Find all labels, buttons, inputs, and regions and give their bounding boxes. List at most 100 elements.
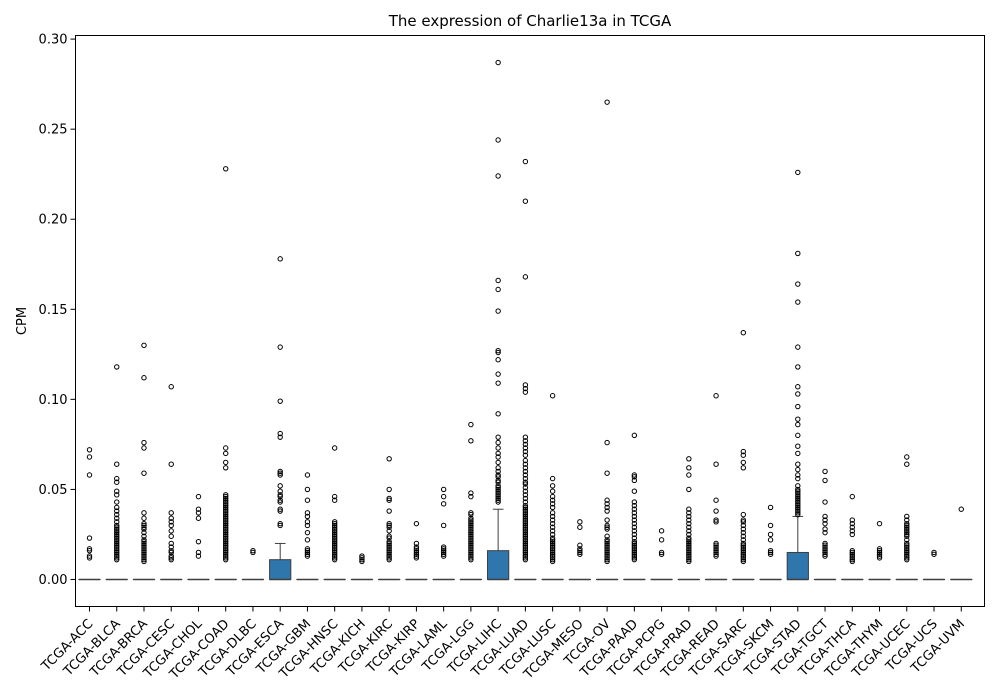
outlier-point [549, 537, 556, 543]
outlier-point [713, 551, 719, 557]
outlier-point [141, 510, 147, 516]
outlier-point [904, 533, 910, 539]
outlier-point [495, 380, 501, 386]
outlier-point [604, 99, 610, 105]
outlier-point [767, 551, 774, 557]
outlier-point [168, 544, 174, 550]
outlier-point [795, 461, 801, 467]
outlier-point [277, 483, 283, 489]
outlier-point [468, 546, 474, 552]
outlier-point [904, 542, 910, 548]
outlier-point [522, 538, 529, 545]
outlier-point [141, 542, 147, 548]
outlier-point [604, 533, 610, 539]
outlier-point [277, 472, 283, 478]
outlier-point [223, 495, 229, 502]
outlier-point [114, 511, 120, 518]
outlier-point [795, 504, 801, 511]
plot-area: 0.000.050.100.150.200.250.30TCGA-ACCTCGA… [38, 33, 973, 683]
outlier-point [876, 549, 883, 556]
outlier-point [740, 549, 747, 556]
outlier-point [740, 448, 747, 455]
outlier-point [658, 551, 665, 557]
outlier-point [795, 403, 801, 410]
outlier-point [904, 520, 910, 527]
outlier-point [904, 537, 910, 543]
outlier-point [141, 551, 147, 557]
outlier-point [931, 551, 937, 557]
outlier-point [795, 432, 801, 439]
outlier-point [522, 537, 529, 543]
outlier-point [386, 508, 392, 514]
outlier-point [522, 528, 529, 534]
outlier-point [522, 472, 529, 478]
outlier-point [522, 198, 529, 204]
outlier-point [440, 549, 447, 556]
outlier-point [604, 551, 610, 557]
outlier-point [522, 495, 529, 502]
outlier-point [223, 546, 229, 552]
outlier-point [141, 524, 147, 530]
outlier-point [549, 497, 556, 503]
outlier-point [631, 472, 638, 478]
outlier-point [631, 520, 638, 527]
outlier-point [495, 137, 501, 143]
outlier-point [686, 547, 692, 554]
outlier-point [386, 549, 392, 556]
outlier-point [549, 556, 556, 563]
outlier-point [114, 461, 120, 467]
outlier-point [904, 513, 910, 520]
outlier-point [359, 555, 365, 561]
outlier-point [495, 286, 501, 293]
outlier-point [495, 434, 501, 440]
outlier-point [713, 461, 719, 467]
outlier-point [795, 391, 801, 397]
outlier-point [631, 542, 638, 548]
outlier-point [522, 508, 529, 514]
outlier-point [631, 499, 638, 505]
outlier-point [631, 506, 638, 512]
outlier-point [713, 553, 719, 559]
outlier-point [822, 468, 828, 475]
y-tick-label: 0.15 [39, 303, 68, 318]
outlier-point [141, 537, 147, 543]
outlier-point [86, 472, 93, 478]
outlier-point [522, 555, 529, 561]
outlier-point [168, 515, 174, 521]
outlier-point [304, 513, 311, 520]
outlier-point [277, 470, 283, 476]
outlier-point [168, 461, 174, 467]
outlier-point [822, 553, 828, 559]
outlier-point [740, 452, 747, 458]
outlier-point [549, 513, 556, 520]
outlier-point [522, 546, 529, 552]
outlier-point [141, 546, 147, 552]
outlier-point [604, 504, 610, 511]
outlier-point [495, 459, 501, 466]
outlier-point [658, 528, 665, 534]
outlier-point [386, 456, 392, 462]
outlier-point [522, 158, 529, 165]
outlier-point [304, 497, 311, 503]
outlier-point [331, 533, 338, 539]
outlier-point [468, 421, 474, 428]
outlier-point [331, 522, 338, 529]
outlier-point [795, 344, 801, 350]
outlier-point [795, 466, 801, 473]
outlier-point [795, 443, 801, 449]
outlier-point [304, 551, 311, 557]
outlier-point [522, 531, 529, 538]
outlier-point [223, 540, 229, 547]
outlier-point [141, 375, 147, 381]
outlier-point [686, 549, 692, 556]
outlier-point [468, 540, 474, 547]
outlier-point [522, 524, 529, 530]
outlier-point [440, 551, 447, 557]
outlier-point [686, 558, 692, 565]
outlier-point [223, 542, 229, 548]
outlier-point [468, 490, 474, 496]
outlier-point [849, 556, 855, 563]
outlier-point [141, 445, 147, 451]
outlier-point [223, 166, 229, 172]
outlier-point [223, 513, 229, 520]
